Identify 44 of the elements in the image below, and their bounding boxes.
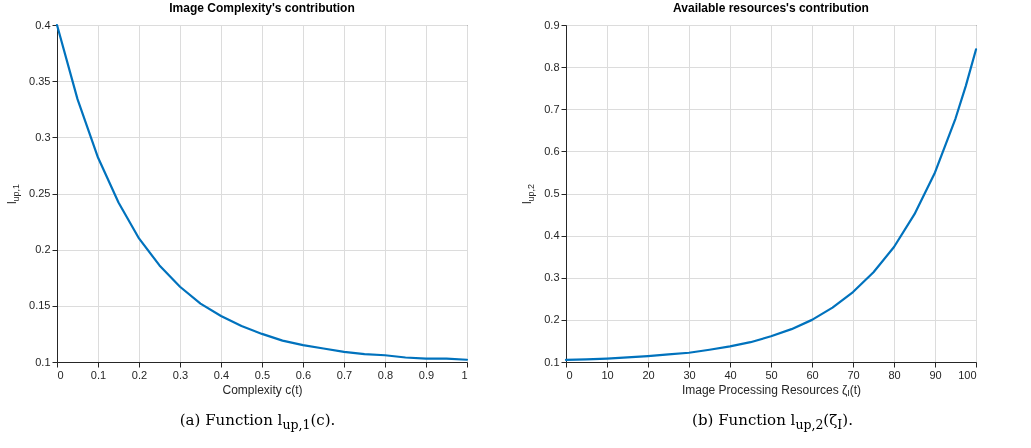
y-tick-label: 0.6 <box>544 144 560 157</box>
x-tick-label: 0 <box>57 368 64 381</box>
chart-title: Available resources's contribution <box>673 1 869 15</box>
x-tick-label: 0.3 <box>172 368 189 381</box>
x-tick-label: 80 <box>888 368 901 381</box>
chart-title: Image Complexity's contribution <box>169 1 355 15</box>
x-tick-label: 0.2 <box>131 368 148 381</box>
y-tick-label: 0.9 <box>544 18 560 31</box>
text: (b) Function l$_{up,2}$(ζ$_{I}$). <box>691 411 854 432</box>
y-tick-label: 0.15 <box>29 299 51 312</box>
y-tick-label: 0.5 <box>544 187 560 199</box>
x-tick-label: 0.9 <box>418 368 435 381</box>
y-tick-label: 0.2 <box>35 243 51 256</box>
y-tick-label: 0.3 <box>35 130 51 143</box>
x-axis-title: Image Processing Resources ζ$_{I}$(t) <box>681 382 862 399</box>
x-tick-label: 0.6 <box>295 368 312 381</box>
y-tick-label: 0.8 <box>544 60 560 73</box>
y-tick-label: 0.4 <box>35 18 51 31</box>
x-tick-label: 20 <box>642 368 655 381</box>
x-tick-label: 0.1 <box>90 368 107 381</box>
text: (a) Function l$_{up,1}$(c). <box>178 411 337 432</box>
x-tick-label: 0 <box>566 368 573 381</box>
x-tick-label: 0.8 <box>377 368 394 381</box>
y-tick-label: 0.1 <box>35 355 51 368</box>
x-tick-label: 50 <box>765 368 778 381</box>
y-tick-label: 0.1 <box>544 355 560 368</box>
x-tick-label: 0.7 <box>336 368 353 381</box>
x-tick-label: 60 <box>806 368 819 381</box>
x-tick-label: 30 <box>683 368 696 381</box>
x-tick-label: 1 <box>461 368 468 381</box>
y-tick-label: 0.7 <box>544 102 560 115</box>
x-tick-label: 40 <box>724 368 737 381</box>
y-tick-label: 0.3 <box>544 271 560 284</box>
x-axis-title: Complexity c(t) <box>222 382 303 397</box>
x-tick-label: 0.4 <box>213 368 230 381</box>
x-tick-label: 70 <box>847 368 860 381</box>
y-tick-label: 0.25 <box>29 187 51 199</box>
x-tick-label: 10 <box>601 368 614 381</box>
x-tick-label: 90 <box>929 368 942 381</box>
x-tick-label: 100 <box>958 368 977 381</box>
y-tick-label: 0.2 <box>544 313 560 326</box>
y-tick-label: 0.4 <box>544 229 560 242</box>
x-tick-label: 0.5 <box>254 368 271 381</box>
y-tick-label: 0.35 <box>29 74 51 87</box>
